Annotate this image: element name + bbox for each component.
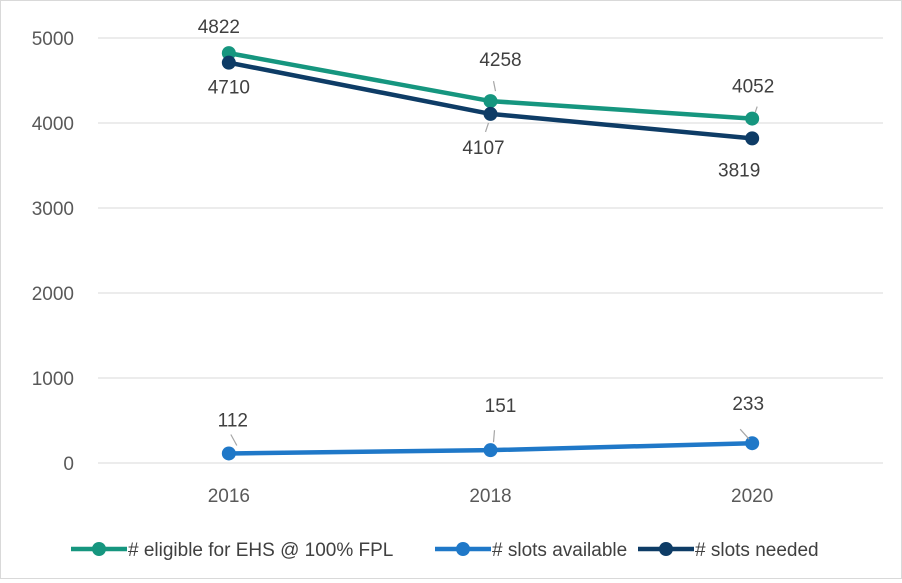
label-leader-line [230, 434, 238, 446]
data-label: 151 [485, 396, 517, 417]
gridlines [98, 37, 883, 464]
legend-marker [456, 542, 470, 556]
y-tick-label: 5000 [32, 29, 74, 50]
label-leader-line [492, 80, 497, 92]
legend-label: # eligible for EHS @ 100% FPL [128, 540, 393, 561]
legend: # eligible for EHS @ 100% FPL # slots ava… [71, 540, 819, 561]
data-point [483, 443, 498, 458]
y-tick-label: 2000 [32, 284, 74, 305]
data-point [483, 106, 498, 121]
x-tick-label: 2016 [208, 486, 250, 507]
legend-marker [92, 542, 106, 556]
data-label: 4258 [479, 50, 521, 71]
data-labels: 4822 4258 4052 112 151 233 4710 4107 3819 [198, 17, 775, 431]
label-leader-line [484, 122, 490, 133]
data-point [221, 55, 236, 70]
data-label: 3819 [718, 160, 760, 181]
data-point [483, 94, 498, 109]
legend-label: # slots available [492, 540, 627, 561]
data-point [745, 436, 760, 451]
data-label: 4052 [732, 77, 774, 98]
y-tick-label: 4000 [32, 114, 74, 135]
y-tick-label: 3000 [32, 199, 74, 220]
x-tick-label: 2020 [731, 486, 773, 507]
label-leader-line [754, 106, 758, 113]
data-label: 4710 [208, 78, 250, 99]
legend-marker [659, 542, 673, 556]
label-leaders [230, 80, 758, 446]
series-group [221, 46, 760, 461]
label-leader-line [739, 428, 750, 440]
data-label: 4822 [198, 17, 240, 38]
x-axis-ticks: 2016 2018 2020 [208, 486, 774, 507]
data-point [745, 111, 760, 126]
y-tick-label: 0 [63, 454, 74, 475]
data-label: 4107 [462, 138, 504, 159]
x-tick-label: 2018 [469, 486, 511, 507]
data-label: 233 [732, 394, 764, 415]
legend-label: # slots needed [695, 540, 819, 561]
y-tick-label: 1000 [32, 369, 74, 390]
y-axis-ticks: 0 1000 2000 3000 4000 5000 [32, 29, 74, 475]
data-point [745, 131, 760, 146]
data-label: 112 [218, 410, 248, 431]
data-point [221, 446, 236, 461]
label-leader-line [492, 430, 496, 443]
